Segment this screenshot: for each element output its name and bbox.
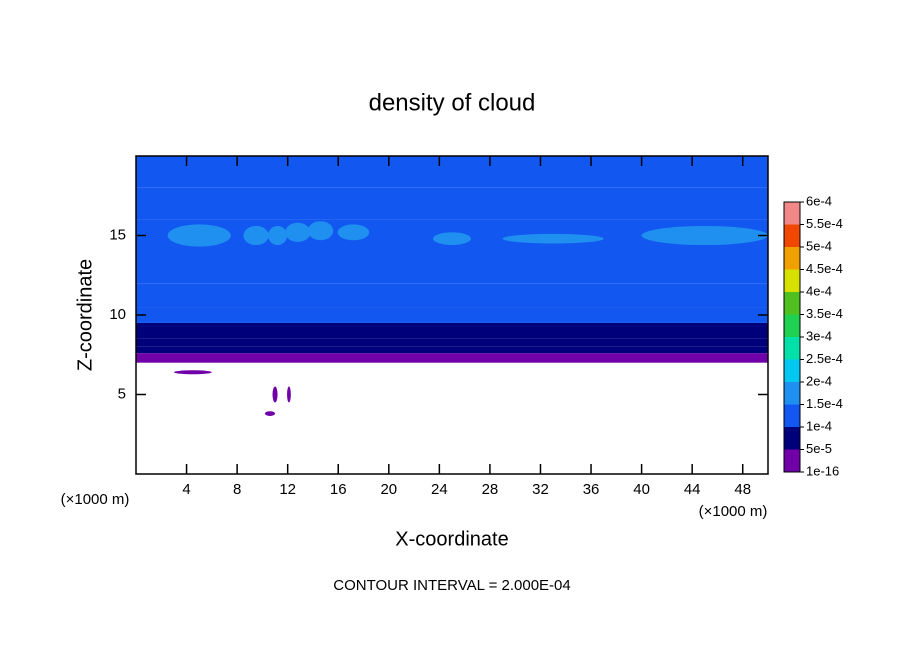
contour-patch xyxy=(307,221,334,241)
colorbar-swatch xyxy=(784,404,800,427)
x-tick-label: 32 xyxy=(532,481,549,498)
x-tick-label: 44 xyxy=(684,481,701,498)
contour-patch xyxy=(167,224,231,247)
colorbar-label: 3e-4 xyxy=(806,328,832,343)
axes: 4 8 12 16 20 24 28 32 36 40 44 48510151e-165e-51e-4… xyxy=(109,155,843,498)
colorbar-swatch xyxy=(784,292,800,315)
contour-band xyxy=(136,353,768,363)
x-tick-label: 20 xyxy=(380,481,397,498)
colorbar-label: 4e-4 xyxy=(806,283,832,298)
contour-band xyxy=(136,187,768,220)
footnote: CONTOUR INTERVAL = 2.000E-04 xyxy=(333,577,570,594)
contour-patch xyxy=(502,233,604,244)
colorbar-swatch xyxy=(784,224,800,247)
contour-band xyxy=(136,338,768,347)
contour-field xyxy=(136,156,768,416)
colorbar-swatch xyxy=(784,269,800,292)
x-unit-label: (×1000 m) xyxy=(699,503,768,520)
contour-patch xyxy=(264,411,276,416)
contour-band xyxy=(136,283,768,308)
colorbar-swatch xyxy=(784,202,800,225)
y-unit-label: (×1000 m) xyxy=(61,491,130,508)
contour-patch xyxy=(641,225,768,246)
contour-band xyxy=(136,346,768,354)
contour-patch xyxy=(285,222,311,242)
contour-band xyxy=(136,307,768,323)
contour-band xyxy=(136,322,768,339)
x-tick-label: 48 xyxy=(734,481,751,498)
x-tick-label: 8 xyxy=(233,481,241,498)
x-tick-label: 12 xyxy=(279,481,296,498)
colorbar-swatch xyxy=(784,382,800,405)
x-tick-label: 24 xyxy=(431,481,448,498)
y-tick-label: 15 xyxy=(109,226,126,243)
contour-patch xyxy=(173,370,212,375)
contour-patch xyxy=(243,225,269,246)
colorbar-swatch xyxy=(784,314,800,337)
y-tick-label: 5 xyxy=(118,385,126,402)
chart-title: density of cloud xyxy=(369,89,536,116)
colorbar-label: 2e-4 xyxy=(806,373,832,388)
colorbar-label: 3.5e-4 xyxy=(806,306,843,321)
contour-patch xyxy=(272,386,278,403)
colorbar-label: 1e-4 xyxy=(806,418,832,433)
colorbar-label: 5e-4 xyxy=(806,238,832,253)
colorbar-swatch xyxy=(784,359,800,382)
colorbar-label: 5e-5 xyxy=(806,441,832,456)
x-tick-label: 16 xyxy=(330,481,347,498)
x-axis-label: X-coordinate xyxy=(395,528,508,550)
colorbar-label: 1e-16 xyxy=(806,463,839,478)
contour-patch xyxy=(287,386,291,403)
colorbar-swatch xyxy=(784,247,800,270)
colorbar-label: 4.5e-4 xyxy=(806,261,843,276)
x-tick-label: 36 xyxy=(583,481,600,498)
contour-patch xyxy=(268,225,288,246)
contour-band xyxy=(136,156,768,188)
colorbar-label: 5.5e-4 xyxy=(806,216,843,231)
x-tick-label: 4 xyxy=(182,481,190,498)
x-tick-label: 40 xyxy=(633,481,650,498)
colorbar-label: 1.5e-4 xyxy=(806,396,843,411)
x-tick-label: 28 xyxy=(482,481,499,498)
colorbar-swatch xyxy=(784,449,800,472)
colorbar-label: 6e-4 xyxy=(806,193,832,208)
colorbar-swatch xyxy=(784,337,800,360)
y-tick-label: 10 xyxy=(109,306,126,323)
colorbar-swatch xyxy=(784,427,800,450)
contour-patch xyxy=(433,232,471,246)
y-axis-label: Z-coordinate xyxy=(74,259,96,371)
colorbar-label: 2.5e-4 xyxy=(806,351,843,366)
contour-patch xyxy=(337,224,370,241)
